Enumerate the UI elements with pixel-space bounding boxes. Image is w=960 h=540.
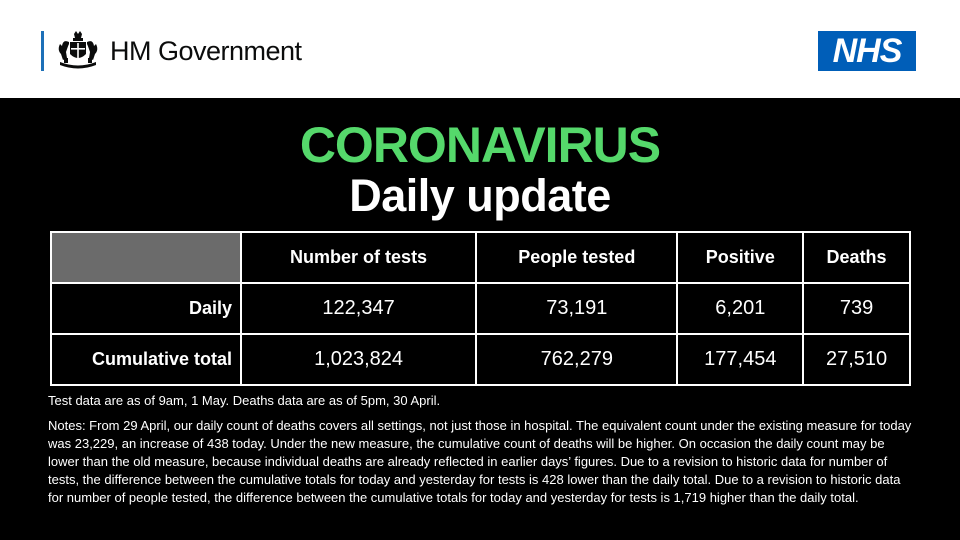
cell-daily-tests: 122,347 [239, 282, 478, 335]
row-label-cumulative: Cumulative total [50, 333, 242, 386]
footnotes: Notes: From 29 April, our daily count of… [48, 418, 912, 505]
cell-daily-deaths: 739 [802, 282, 911, 335]
header-bar: HM Government NHS [0, 0, 960, 98]
nhs-logo: NHS [818, 31, 916, 71]
cell-daily-positive: 6,201 [676, 282, 805, 335]
column-header-positive: Positive [676, 231, 805, 284]
royal-coat-of-arms-icon [58, 31, 98, 69]
daily-update-table: Number of tests People tested Positive D… [50, 231, 911, 386]
column-header-tests: Number of tests [239, 231, 478, 284]
cell-cumulative-deaths: 27,510 [802, 333, 911, 386]
gov-name: HM Government [110, 35, 302, 66]
title-daily-update: Daily update [349, 170, 611, 221]
row-label-daily: Daily [50, 282, 242, 335]
cell-daily-people-tested: 73,191 [475, 282, 679, 335]
table-row: Cumulative total 1,023,824 762,279 177,4… [50, 333, 911, 386]
table-row: Daily 122,347 73,191 6,201 739 [50, 282, 911, 335]
title-coronavirus: CORONAVIRUS [299, 117, 661, 173]
cell-cumulative-positive: 177,454 [676, 333, 805, 386]
data-timing-note: Test data are as of 9am, 1 May. Deaths d… [48, 393, 441, 408]
nhs-logo-text: NHS [832, 32, 903, 70]
gov-logo-rule [41, 31, 44, 71]
cell-cumulative-people-tested: 762,279 [475, 333, 679, 386]
table-corner-cell [50, 231, 242, 284]
cell-cumulative-tests: 1,023,824 [239, 333, 478, 386]
table-header-row: Number of tests People tested Positive D… [50, 231, 911, 284]
column-header-deaths: Deaths [802, 231, 911, 284]
hm-government-logo: HM Government [41, 30, 302, 72]
column-header-people-tested: People tested [475, 231, 679, 284]
